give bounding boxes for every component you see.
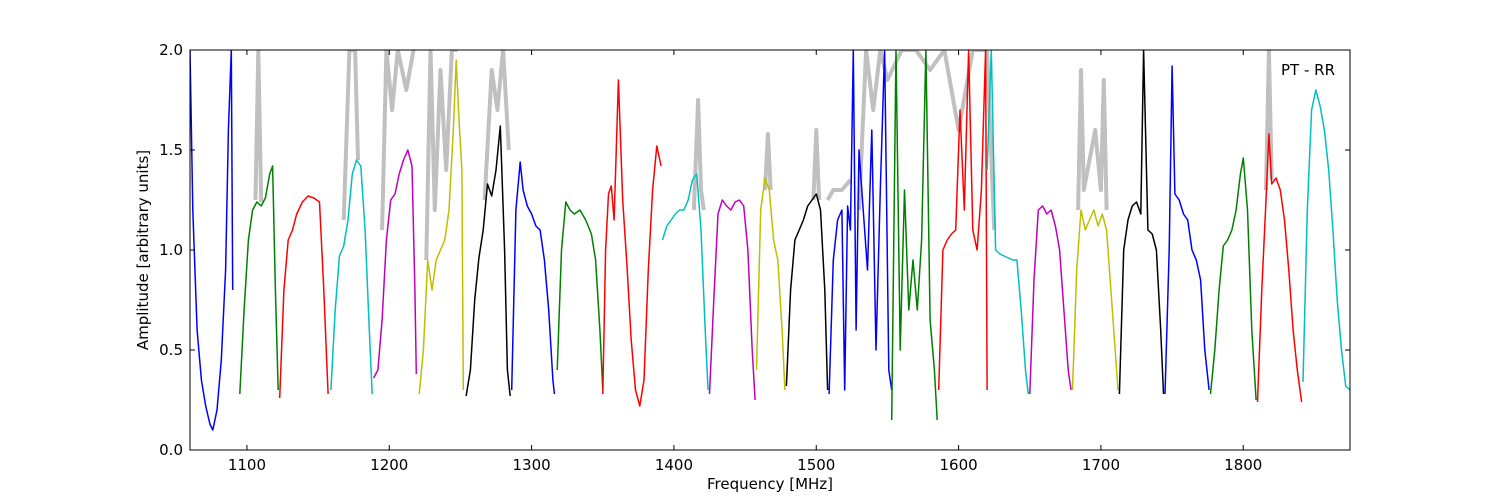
y-tick-label: 1.5 xyxy=(159,141,183,159)
x-tick-label: 1300 xyxy=(513,456,551,474)
series-line-3 xyxy=(330,159,373,395)
series-line-15 xyxy=(890,50,938,421)
background-trace-6 xyxy=(763,132,773,191)
background-trace-layer xyxy=(253,50,1274,261)
y-tick-label: 1.0 xyxy=(159,241,183,259)
background-trace-1 xyxy=(341,50,360,221)
series-line-4 xyxy=(372,149,418,379)
series-line-7 xyxy=(510,161,556,395)
series-line-9 xyxy=(602,79,662,407)
series-line-6 xyxy=(465,125,511,397)
y-tick-label: 2.0 xyxy=(159,41,183,59)
x-axis-ticks: 1100 1200 1300 1400 1500 1600 1700 1800 xyxy=(228,50,1262,474)
series-line-17 xyxy=(986,50,1030,395)
series-line-18 xyxy=(1029,205,1072,395)
background-trace-0 xyxy=(253,50,264,203)
x-tick-label: 1800 xyxy=(1224,456,1262,474)
baseline-annotation: PT - RR xyxy=(1281,61,1335,79)
background-trace-7 xyxy=(811,128,822,201)
background-trace-10 xyxy=(1076,68,1109,211)
series-line-10 xyxy=(661,173,709,391)
series-line-20 xyxy=(1118,50,1165,395)
x-tick-label: 1600 xyxy=(939,456,977,474)
series-line-19 xyxy=(1071,209,1119,391)
y-axis-ticks: 0.0 0.5 1.0 1.5 2.0 xyxy=(159,41,1350,459)
series-layer xyxy=(190,50,1350,431)
series-line-1 xyxy=(239,165,279,395)
series-line-2 xyxy=(278,195,329,399)
x-tick-label: 1500 xyxy=(797,456,835,474)
background-trace-8 xyxy=(825,178,852,201)
x-tick-label: 1400 xyxy=(655,456,693,474)
background-trace-2 xyxy=(380,50,416,231)
series-line-8 xyxy=(556,201,604,391)
series-line-5 xyxy=(418,59,465,395)
series-line-21 xyxy=(1164,65,1210,395)
background-trace-4 xyxy=(482,50,511,201)
series-line-14 xyxy=(828,50,893,395)
series-line-23 xyxy=(1256,133,1303,403)
series-line-12 xyxy=(755,177,786,391)
x-tick-label: 1100 xyxy=(228,456,266,474)
x-tick-label: 1200 xyxy=(370,456,408,474)
background-trace-5 xyxy=(691,98,706,211)
background-trace-11 xyxy=(1264,50,1274,191)
y-axis-label: Amplitude [arbitrary units] xyxy=(134,150,152,350)
series-line-13 xyxy=(785,193,829,391)
background-trace-3 xyxy=(424,50,458,261)
series-line-11 xyxy=(708,199,756,401)
series-line-22 xyxy=(1209,157,1257,401)
x-tick-label: 1700 xyxy=(1082,456,1120,474)
x-axis-label: Frequency [MHz] xyxy=(707,475,833,493)
series-line-0 xyxy=(190,50,234,431)
series-line-16 xyxy=(937,50,988,391)
plot-frame xyxy=(189,49,1351,451)
background-trace-9 xyxy=(857,50,997,231)
series-line-24 xyxy=(1302,89,1350,391)
y-tick-label: 0.0 xyxy=(159,441,183,459)
y-tick-label: 0.5 xyxy=(159,341,183,359)
